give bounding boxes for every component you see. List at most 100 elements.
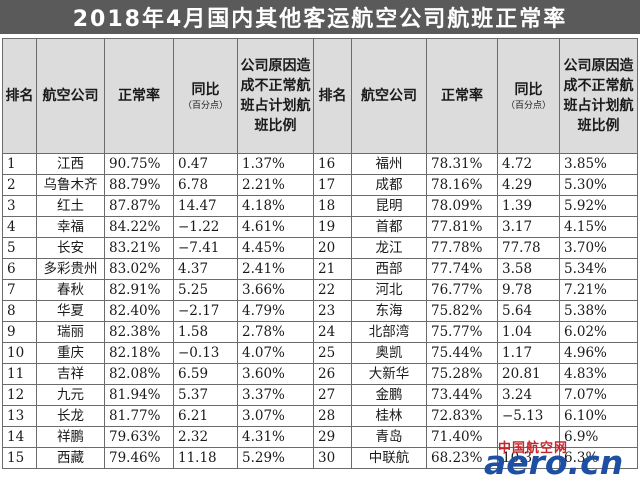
header-airline-right: 航空公司 xyxy=(351,38,427,154)
left-yoy-cell: 6.59 xyxy=(173,363,238,385)
header-rank: 排名 xyxy=(2,38,37,154)
header-airline: 航空公司 xyxy=(36,38,105,154)
left-rank-cell: 8 xyxy=(2,300,37,322)
left-rate-cell: 79.46% xyxy=(104,447,174,469)
right-airline-cell: 龙江 xyxy=(351,237,427,259)
header-yoy-unit: （百分点） xyxy=(505,101,551,111)
header-row: 排名 航空公司 正常率 同比 （百分点） 公司原因造成不正常航班占计划航班比例 排… xyxy=(2,38,638,154)
left-ratio-cell: 3.37% xyxy=(237,384,314,406)
right-rank-cell: 16 xyxy=(313,153,352,175)
table-row: 5 长安 83.21% −7.41 4.45% 20 龙江 77.78% 77.78 3.70% xyxy=(2,237,638,259)
left-rank-cell: 11 xyxy=(2,363,37,385)
right-ratio-cell: 6.02% xyxy=(559,321,638,343)
right-yoy-cell xyxy=(497,426,560,448)
table-row: 9 瑞丽 82.38% 1.58 2.78% 24 北部湾 75.77% 1.04 6.02% xyxy=(2,321,638,343)
right-yoy-cell: 5.64 xyxy=(497,300,560,322)
left-rank-cell: 5 xyxy=(2,237,37,259)
left-ratio-cell: 3.66% xyxy=(237,279,314,301)
right-airline-cell: 福州 xyxy=(351,153,427,175)
right-rate-cell: 77.78% xyxy=(426,237,498,259)
table-row: 13 长龙 81.77% 6.21 3.07% 28 桂林 72.83% −5.13 6.10% xyxy=(2,405,638,427)
right-airline-cell: 桂林 xyxy=(351,405,427,427)
right-rank-cell: 20 xyxy=(313,237,352,259)
left-rank-cell: 3 xyxy=(2,195,37,217)
table-row: 3 红土 87.87% 14.47 4.18% 18 昆明 78.09% 1.39 5.92% xyxy=(2,195,638,217)
right-rate-cell: 75.28% xyxy=(426,363,498,385)
left-rank-cell: 10 xyxy=(2,342,37,364)
right-yoy-cell: 10.3 xyxy=(497,447,560,469)
left-rate-cell: 82.08% xyxy=(104,363,174,385)
right-yoy-cell: 9.78 xyxy=(497,279,560,301)
right-rate-cell: 68.23% xyxy=(426,447,498,469)
left-yoy-cell: 6.21 xyxy=(173,405,238,427)
left-ratio-cell: 3.07% xyxy=(237,405,314,427)
right-ratio-cell: 6.10% xyxy=(559,405,638,427)
left-yoy-cell: 11.18 xyxy=(173,447,238,469)
right-ratio-cell: 3.85% xyxy=(559,153,638,175)
right-ratio-cell: 4.83% xyxy=(559,363,638,385)
left-rank-cell: 15 xyxy=(2,447,37,469)
right-rank-cell: 23 xyxy=(313,300,352,322)
header-ratio: 公司原因造成不正常航班占计划航班比例 xyxy=(237,38,314,154)
table-row: 8 华夏 82.40% −2.17 4.79% 23 东海 75.82% 5.64 5.38% xyxy=(2,300,638,322)
right-ratio-cell: 3.70% xyxy=(559,237,638,259)
right-rank-cell: 19 xyxy=(313,216,352,238)
right-rate-cell: 72.83% xyxy=(426,405,498,427)
right-airline-cell: 大新华 xyxy=(351,363,427,385)
left-airline-cell: 乌鲁木齐 xyxy=(36,174,105,196)
header-rate: 正常率 xyxy=(104,38,174,154)
left-airline-cell: 华夏 xyxy=(36,300,105,322)
right-airline-cell: 昆明 xyxy=(351,195,427,217)
right-ratio-cell: 7.07% xyxy=(559,384,638,406)
left-airline-cell: 九元 xyxy=(36,384,105,406)
right-rank-cell: 22 xyxy=(313,279,352,301)
left-ratio-cell: 4.18% xyxy=(237,195,314,217)
left-airline-cell: 长安 xyxy=(36,237,105,259)
right-ratio-cell: 4.96% xyxy=(559,342,638,364)
left-yoy-cell: −0.13 xyxy=(173,342,238,364)
right-yoy-cell: 1.17 xyxy=(497,342,560,364)
left-rate-cell: 81.94% xyxy=(104,384,174,406)
right-rank-cell: 24 xyxy=(313,321,352,343)
header-yoy-label: 同比 xyxy=(514,82,543,98)
right-airline-cell: 河北 xyxy=(351,279,427,301)
right-rate-cell: 71.40% xyxy=(426,426,498,448)
left-ratio-cell: 4.07% xyxy=(237,342,314,364)
right-rank-cell: 29 xyxy=(313,426,352,448)
right-ratio-cell: 6.3% xyxy=(559,447,638,469)
left-airline-cell: 幸福 xyxy=(36,216,105,238)
header-rank-right: 排名 xyxy=(313,38,352,154)
right-ratio-cell: 5.38% xyxy=(559,300,638,322)
right-yoy-cell: 3.24 xyxy=(497,384,560,406)
left-rank-cell: 4 xyxy=(2,216,37,238)
left-yoy-cell: −7.41 xyxy=(173,237,238,259)
left-rate-cell: 82.18% xyxy=(104,342,174,364)
right-rate-cell: 75.77% xyxy=(426,321,498,343)
left-rank-cell: 6 xyxy=(2,258,37,280)
right-ratio-cell: 5.30% xyxy=(559,174,638,196)
table-row: 11 吉祥 82.08% 6.59 3.60% 26 大新华 75.28% 20.81 4.83% xyxy=(2,363,638,385)
right-ratio-cell: 7.21% xyxy=(559,279,638,301)
left-rate-cell: 84.22% xyxy=(104,216,174,238)
left-ratio-cell: 2.21% xyxy=(237,174,314,196)
left-rate-cell: 87.87% xyxy=(104,195,174,217)
right-yoy-cell: 3.17 xyxy=(497,216,560,238)
left-airline-cell: 多彩贵州 xyxy=(36,258,105,280)
left-ratio-cell: 2.41% xyxy=(237,258,314,280)
right-rank-cell: 30 xyxy=(313,447,352,469)
right-rate-cell: 75.82% xyxy=(426,300,498,322)
left-airline-cell: 吉祥 xyxy=(36,363,105,385)
left-rate-cell: 82.40% xyxy=(104,300,174,322)
left-yoy-cell: 1.58 xyxy=(173,321,238,343)
right-airline-cell: 金鹏 xyxy=(351,384,427,406)
left-rate-cell: 88.79% xyxy=(104,174,174,196)
right-yoy-cell: 77.78 xyxy=(497,237,560,259)
left-rank-cell: 9 xyxy=(2,321,37,343)
right-yoy-cell: 1.04 xyxy=(497,321,560,343)
right-airline-cell: 成都 xyxy=(351,174,427,196)
table-row: 12 九元 81.94% 5.37 3.37% 27 金鹏 73.44% 3.24 7.07% xyxy=(2,384,638,406)
right-yoy-cell: −5.13 xyxy=(497,405,560,427)
right-rank-cell: 28 xyxy=(313,405,352,427)
header-yoy-unit: （百分点） xyxy=(182,101,228,111)
left-ratio-cell: 3.60% xyxy=(237,363,314,385)
